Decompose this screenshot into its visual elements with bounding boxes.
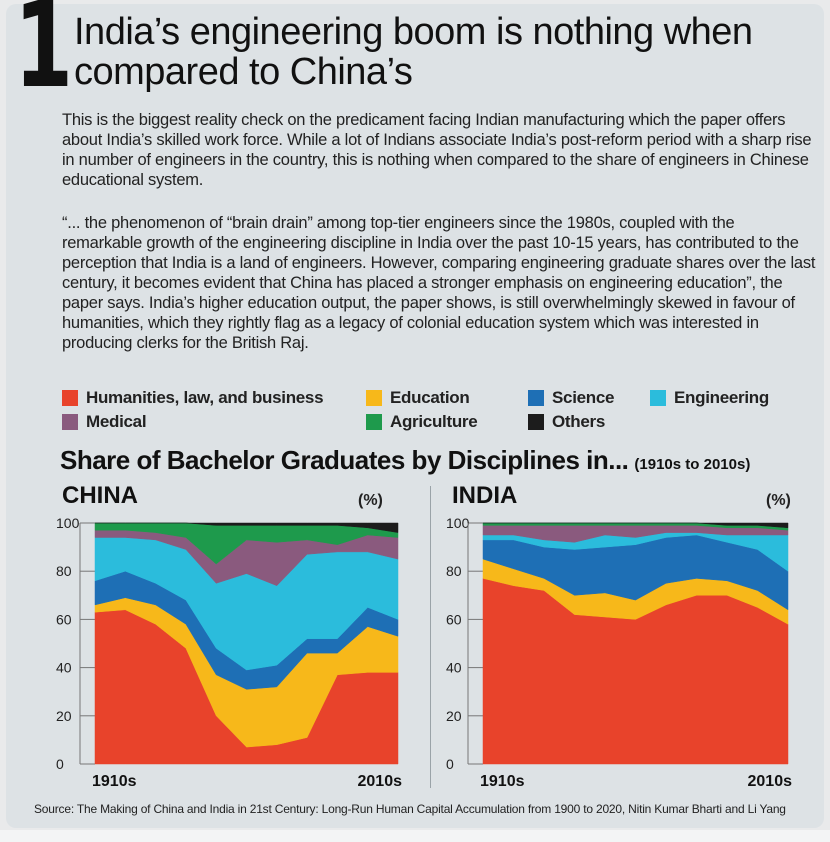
india-y-tick-label: 40	[446, 660, 462, 676]
china-y-tick-label: 60	[56, 611, 72, 627]
legend-swatch	[650, 390, 666, 406]
china-y-tick-label: 80	[56, 563, 72, 579]
india-y-tick-label: 100	[446, 515, 470, 531]
legend-item: Education	[366, 388, 470, 408]
chart-legend: Humanities, law, and business Education …	[62, 388, 822, 434]
chart-title-text: Share of Bachelor Graduates by Disciplin…	[60, 445, 629, 475]
india-unit-label: (%)	[766, 492, 791, 509]
china-x-tick-label: 1910s	[92, 773, 137, 790]
india-y-tick-label: 20	[446, 708, 462, 724]
legend-item: Medical	[62, 412, 147, 432]
india-y-tick-label: 60	[446, 611, 462, 627]
legend-swatch	[62, 390, 78, 406]
india-y-tick-label: 0	[446, 756, 454, 772]
paragraph-quote: “... the phenomenon of “brain drain” amo…	[62, 214, 816, 352]
china-unit-label: (%)	[358, 492, 383, 509]
india-panel-title: INDIA	[452, 482, 518, 509]
chart-subtitle: (1910s to 2010s)	[634, 456, 751, 473]
legend-item: Agriculture	[366, 412, 478, 432]
china-y-tick-label: 20	[56, 708, 72, 724]
china-panel-title: CHINA	[62, 482, 138, 509]
legend-label: Humanities, law, and business	[86, 388, 324, 407]
legend-item: Others	[528, 412, 605, 432]
legend-swatch	[528, 414, 544, 430]
legend-item: Engineering	[650, 388, 769, 408]
india-x-tick-label: 2010s	[748, 773, 793, 790]
legend-swatch	[528, 390, 544, 406]
legend-label: Science	[552, 388, 615, 407]
legend-label: Others	[552, 412, 605, 431]
legend-item: Humanities, law, and business	[62, 388, 324, 408]
legend-label: Engineering	[674, 388, 769, 407]
legend-swatch	[366, 390, 382, 406]
paragraph-intro: This is the biggest reality check on the…	[62, 111, 812, 189]
legend-label: Education	[390, 388, 470, 407]
india-area-others	[483, 522, 789, 529]
panel-divider	[430, 486, 431, 788]
china-y-tick-label: 100	[56, 515, 80, 531]
source-note: Source: The Making of China and India in…	[34, 802, 786, 816]
section-number: 1	[14, 0, 74, 114]
india-y-tick-label: 80	[446, 563, 462, 579]
china-x-tick-label: 2010s	[358, 773, 403, 790]
china-y-tick-label: 0	[56, 756, 64, 772]
legend-label: Medical	[86, 412, 147, 431]
legend-swatch	[366, 414, 382, 430]
chart-title: Share of Bachelor Graduates by Disciplin…	[60, 445, 750, 476]
headline: India’s engineering boom is nothing when…	[74, 11, 753, 93]
legend-label: Agriculture	[390, 412, 478, 431]
legend-swatch	[62, 414, 78, 430]
legend-item: Science	[528, 388, 614, 408]
india-x-tick-label: 1910s	[480, 773, 525, 790]
china-area-others	[95, 522, 399, 533]
next-card-edge	[0, 830, 830, 842]
china-y-tick-label: 40	[56, 660, 72, 676]
